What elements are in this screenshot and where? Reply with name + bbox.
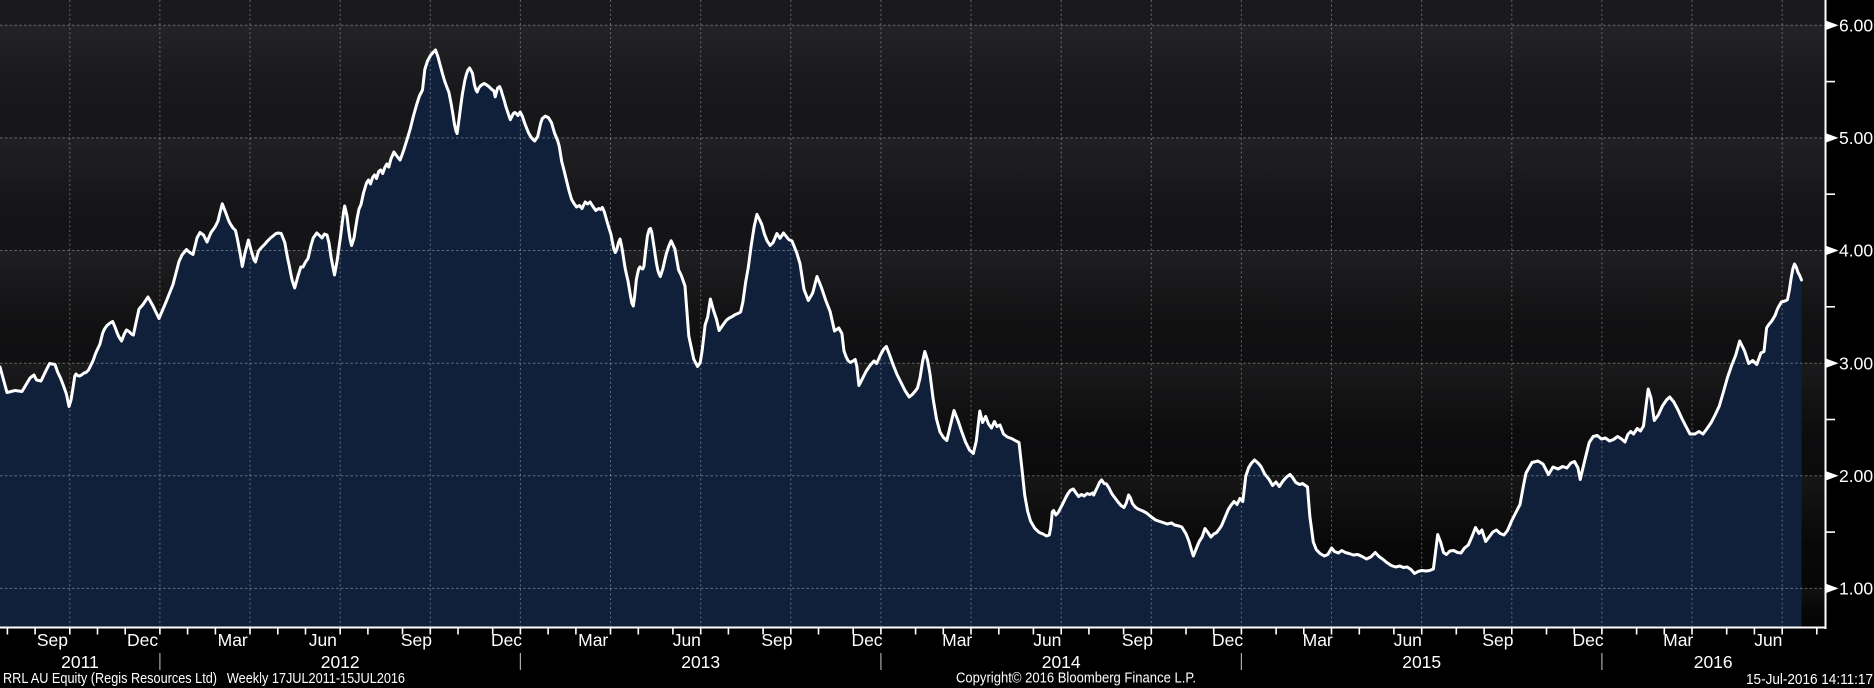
svg-text:Sep: Sep	[1122, 630, 1153, 650]
svg-text:Sep: Sep	[37, 630, 68, 650]
svg-text:3.00: 3.00	[1839, 353, 1873, 373]
svg-text:Mar: Mar	[578, 630, 608, 650]
svg-text:Sep: Sep	[1482, 630, 1513, 650]
svg-text:Jun: Jun	[309, 630, 337, 650]
svg-text:5.00: 5.00	[1839, 128, 1873, 148]
svg-text:Dec: Dec	[1212, 630, 1243, 650]
svg-text:Dec: Dec	[851, 630, 882, 650]
svg-text:Mar: Mar	[218, 630, 248, 650]
svg-text:2012: 2012	[321, 652, 360, 672]
svg-text:Jun: Jun	[1394, 630, 1422, 650]
svg-text:Dec: Dec	[127, 630, 158, 650]
svg-text:Copyright© 2016 Bloomberg Fina: Copyright© 2016 Bloomberg Finance L.P.	[956, 671, 1196, 687]
svg-text:Sep: Sep	[401, 630, 432, 650]
svg-text:2.00: 2.00	[1839, 466, 1873, 486]
svg-text:Jun: Jun	[1754, 630, 1782, 650]
svg-text:Mar: Mar	[1663, 630, 1693, 650]
svg-text:Sep: Sep	[761, 630, 792, 650]
svg-text:Dec: Dec	[1573, 630, 1604, 650]
svg-text:15-Jul-2016 14:11:17: 15-Jul-2016 14:11:17	[1746, 672, 1873, 688]
svg-text:Mar: Mar	[942, 630, 972, 650]
svg-text:Mar: Mar	[1303, 630, 1333, 650]
svg-text:2013: 2013	[681, 652, 720, 672]
svg-text:2014: 2014	[1042, 652, 1081, 672]
svg-text:2016: 2016	[1694, 652, 1733, 672]
svg-text:Jun: Jun	[1033, 630, 1061, 650]
svg-text:6.00: 6.00	[1839, 16, 1873, 36]
svg-text:Dec: Dec	[491, 630, 522, 650]
svg-text:RRL AU Equity (Regis Resources: RRL AU Equity (Regis Resources Ltd) Week…	[3, 671, 405, 687]
svg-text:2015: 2015	[1402, 652, 1441, 672]
svg-text:2011: 2011	[61, 652, 99, 672]
svg-text:4.00: 4.00	[1839, 241, 1873, 261]
svg-text:Jun: Jun	[673, 630, 701, 650]
svg-text:1.00: 1.00	[1839, 579, 1873, 599]
